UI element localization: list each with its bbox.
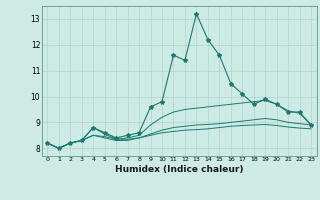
X-axis label: Humidex (Indice chaleur): Humidex (Indice chaleur)	[115, 165, 244, 174]
